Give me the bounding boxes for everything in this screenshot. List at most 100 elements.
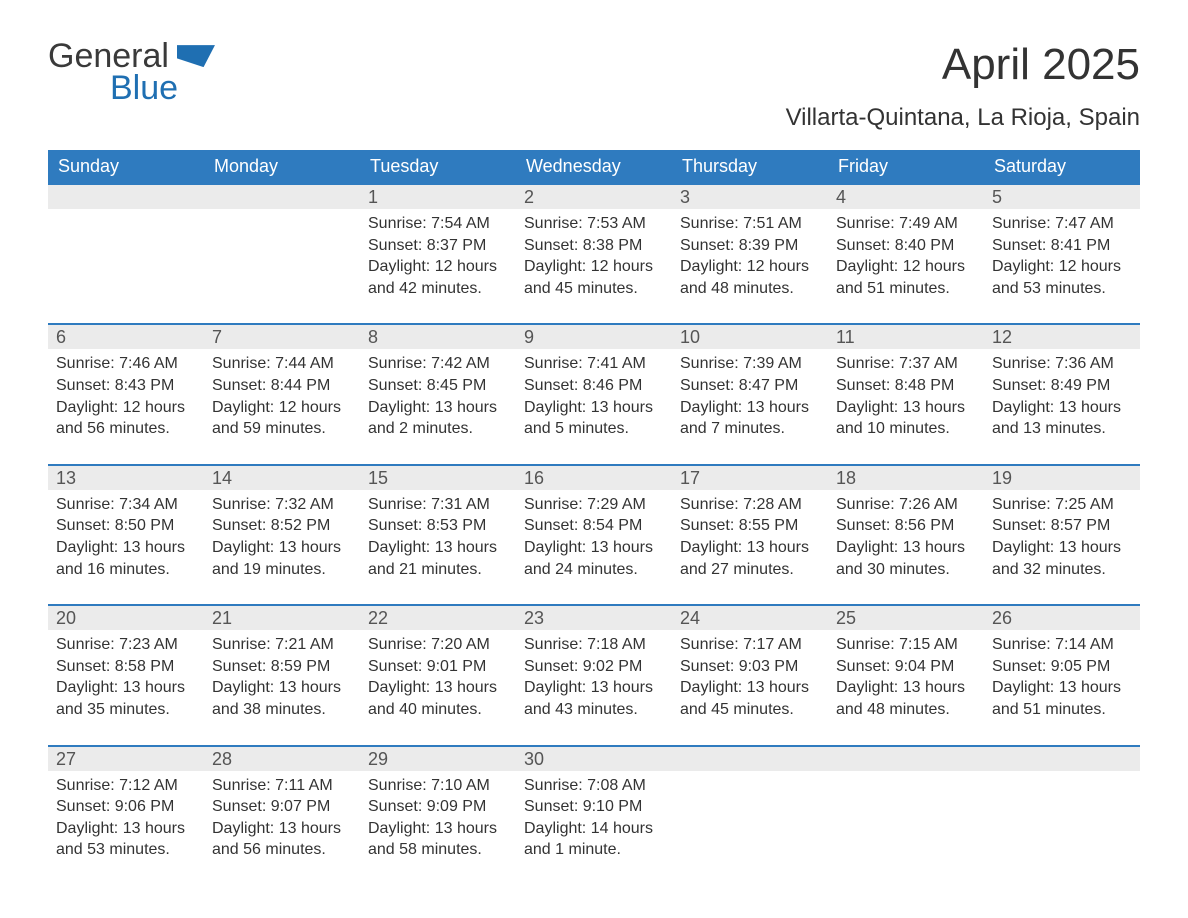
day-body: Sunrise: 7:42 AMSunset: 8:45 PMDaylight:… bbox=[360, 349, 516, 463]
day-number: 12 bbox=[984, 323, 1140, 349]
daylight-text: Daylight: 13 hours and 51 minutes. bbox=[992, 677, 1132, 720]
day-cell: 21Sunrise: 7:21 AMSunset: 8:59 PMDayligh… bbox=[204, 604, 360, 744]
daylight-text: Daylight: 13 hours and 38 minutes. bbox=[212, 677, 352, 720]
day-body: Sunrise: 7:14 AMSunset: 9:05 PMDaylight:… bbox=[984, 630, 1140, 744]
day-body: Sunrise: 7:28 AMSunset: 8:55 PMDaylight:… bbox=[672, 490, 828, 604]
day-cell: 13Sunrise: 7:34 AMSunset: 8:50 PMDayligh… bbox=[48, 464, 204, 604]
daylight-text: Daylight: 13 hours and 43 minutes. bbox=[524, 677, 664, 720]
day-number: 17 bbox=[672, 464, 828, 490]
sunset-text: Sunset: 8:54 PM bbox=[524, 515, 664, 537]
day-header: Saturday bbox=[984, 150, 1140, 183]
day-body bbox=[672, 771, 828, 871]
day-body bbox=[984, 771, 1140, 871]
day-number: 7 bbox=[204, 323, 360, 349]
logo-text-1: General bbox=[48, 40, 169, 72]
day-cell: 23Sunrise: 7:18 AMSunset: 9:02 PMDayligh… bbox=[516, 604, 672, 744]
day-number: 28 bbox=[204, 745, 360, 771]
sunrise-text: Sunrise: 7:41 AM bbox=[524, 353, 664, 375]
day-body: Sunrise: 7:23 AMSunset: 8:58 PMDaylight:… bbox=[48, 630, 204, 744]
day-cell: 16Sunrise: 7:29 AMSunset: 8:54 PMDayligh… bbox=[516, 464, 672, 604]
logo-text-2: Blue bbox=[110, 72, 215, 104]
day-body bbox=[828, 771, 984, 871]
day-number: 11 bbox=[828, 323, 984, 349]
day-number: 29 bbox=[360, 745, 516, 771]
sunset-text: Sunset: 8:40 PM bbox=[836, 235, 976, 257]
day-cell: 27Sunrise: 7:12 AMSunset: 9:06 PMDayligh… bbox=[48, 745, 204, 885]
day-cell: 20Sunrise: 7:23 AMSunset: 8:58 PMDayligh… bbox=[48, 604, 204, 744]
sunset-text: Sunset: 8:43 PM bbox=[56, 375, 196, 397]
day-number: 14 bbox=[204, 464, 360, 490]
day-number: 23 bbox=[516, 604, 672, 630]
sunset-text: Sunset: 8:38 PM bbox=[524, 235, 664, 257]
sunset-text: Sunset: 9:09 PM bbox=[368, 796, 508, 818]
month-title: April 2025 bbox=[786, 40, 1140, 90]
day-number: 8 bbox=[360, 323, 516, 349]
sunrise-text: Sunrise: 7:37 AM bbox=[836, 353, 976, 375]
day-number: 21 bbox=[204, 604, 360, 630]
day-body: Sunrise: 7:08 AMSunset: 9:10 PMDaylight:… bbox=[516, 771, 672, 885]
day-body: Sunrise: 7:47 AMSunset: 8:41 PMDaylight:… bbox=[984, 209, 1140, 323]
sunrise-text: Sunrise: 7:32 AM bbox=[212, 494, 352, 516]
sunset-text: Sunset: 9:04 PM bbox=[836, 656, 976, 678]
day-cell: 9Sunrise: 7:41 AMSunset: 8:46 PMDaylight… bbox=[516, 323, 672, 463]
day-body bbox=[48, 209, 204, 309]
day-number: 1 bbox=[360, 183, 516, 209]
daylight-text: Daylight: 13 hours and 24 minutes. bbox=[524, 537, 664, 580]
day-header: Tuesday bbox=[360, 150, 516, 183]
day-cell: 10Sunrise: 7:39 AMSunset: 8:47 PMDayligh… bbox=[672, 323, 828, 463]
sunrise-text: Sunrise: 7:18 AM bbox=[524, 634, 664, 656]
sunset-text: Sunset: 8:45 PM bbox=[368, 375, 508, 397]
daylight-text: Daylight: 13 hours and 19 minutes. bbox=[212, 537, 352, 580]
day-number bbox=[672, 745, 828, 771]
day-number: 16 bbox=[516, 464, 672, 490]
day-body: Sunrise: 7:15 AMSunset: 9:04 PMDaylight:… bbox=[828, 630, 984, 744]
sunrise-text: Sunrise: 7:44 AM bbox=[212, 353, 352, 375]
sunset-text: Sunset: 8:52 PM bbox=[212, 515, 352, 537]
day-number: 30 bbox=[516, 745, 672, 771]
day-number: 27 bbox=[48, 745, 204, 771]
sunrise-text: Sunrise: 7:31 AM bbox=[368, 494, 508, 516]
daylight-text: Daylight: 12 hours and 48 minutes. bbox=[680, 256, 820, 299]
sunrise-text: Sunrise: 7:15 AM bbox=[836, 634, 976, 656]
day-number: 24 bbox=[672, 604, 828, 630]
day-body: Sunrise: 7:36 AMSunset: 8:49 PMDaylight:… bbox=[984, 349, 1140, 463]
sunset-text: Sunset: 8:56 PM bbox=[836, 515, 976, 537]
day-number bbox=[48, 183, 204, 209]
sunset-text: Sunset: 8:41 PM bbox=[992, 235, 1132, 257]
daylight-text: Daylight: 13 hours and 58 minutes. bbox=[368, 818, 508, 861]
daylight-text: Daylight: 13 hours and 30 minutes. bbox=[836, 537, 976, 580]
header: General Blue April 2025 Villarta-Quintan… bbox=[48, 40, 1140, 132]
day-cell bbox=[204, 183, 360, 323]
sunrise-text: Sunrise: 7:28 AM bbox=[680, 494, 820, 516]
daylight-text: Daylight: 13 hours and 56 minutes. bbox=[212, 818, 352, 861]
sunrise-text: Sunrise: 7:36 AM bbox=[992, 353, 1132, 375]
calendar-week: 20Sunrise: 7:23 AMSunset: 8:58 PMDayligh… bbox=[48, 604, 1140, 744]
sunset-text: Sunset: 9:05 PM bbox=[992, 656, 1132, 678]
day-cell: 15Sunrise: 7:31 AMSunset: 8:53 PMDayligh… bbox=[360, 464, 516, 604]
calendar-body: 1Sunrise: 7:54 AMSunset: 8:37 PMDaylight… bbox=[48, 183, 1140, 885]
day-cell: 26Sunrise: 7:14 AMSunset: 9:05 PMDayligh… bbox=[984, 604, 1140, 744]
sunset-text: Sunset: 9:10 PM bbox=[524, 796, 664, 818]
day-body: Sunrise: 7:53 AMSunset: 8:38 PMDaylight:… bbox=[516, 209, 672, 323]
day-body: Sunrise: 7:49 AMSunset: 8:40 PMDaylight:… bbox=[828, 209, 984, 323]
sunrise-text: Sunrise: 7:10 AM bbox=[368, 775, 508, 797]
sunset-text: Sunset: 8:57 PM bbox=[992, 515, 1132, 537]
day-body: Sunrise: 7:46 AMSunset: 8:43 PMDaylight:… bbox=[48, 349, 204, 463]
day-cell: 3Sunrise: 7:51 AMSunset: 8:39 PMDaylight… bbox=[672, 183, 828, 323]
day-number: 25 bbox=[828, 604, 984, 630]
daylight-text: Daylight: 12 hours and 51 minutes. bbox=[836, 256, 976, 299]
day-cell bbox=[828, 745, 984, 885]
day-cell bbox=[984, 745, 1140, 885]
sunset-text: Sunset: 9:01 PM bbox=[368, 656, 508, 678]
day-number: 13 bbox=[48, 464, 204, 490]
daylight-text: Daylight: 13 hours and 40 minutes. bbox=[368, 677, 508, 720]
day-number: 15 bbox=[360, 464, 516, 490]
title-block: April 2025 Villarta-Quintana, La Rioja, … bbox=[786, 40, 1140, 132]
daylight-text: Daylight: 13 hours and 32 minutes. bbox=[992, 537, 1132, 580]
day-number bbox=[984, 745, 1140, 771]
day-header: Friday bbox=[828, 150, 984, 183]
day-cell: 29 Sunrise: 7:10 AMSunset: 9:09 PMDayligh… bbox=[360, 745, 516, 885]
day-number: 2 bbox=[516, 183, 672, 209]
sunrise-text: Sunrise: 7:34 AM bbox=[56, 494, 196, 516]
daylight-text: Daylight: 13 hours and 16 minutes. bbox=[56, 537, 196, 580]
